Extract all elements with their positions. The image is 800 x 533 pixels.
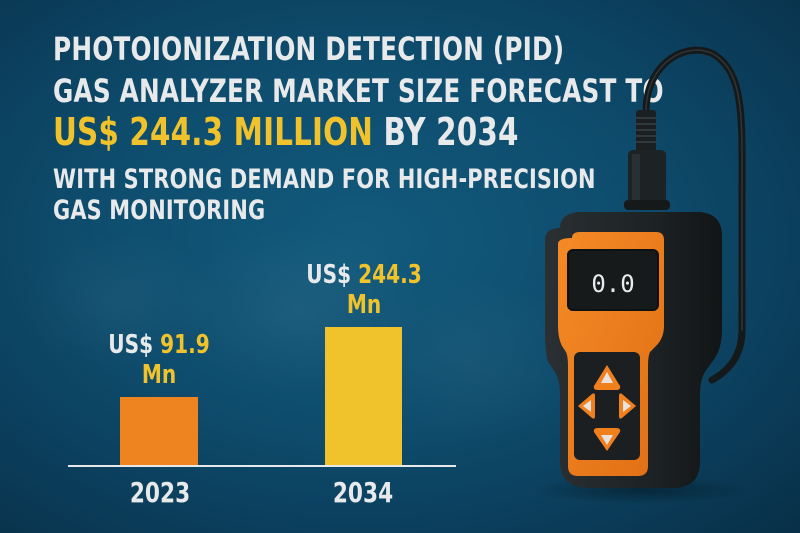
x-axis-line [68,465,456,467]
x-tick-2034: 2034 [332,476,394,509]
bar-2034 [325,327,402,466]
up-arrow-icon [601,372,613,383]
bar-label-2023: US$ 91.9 Mn [101,330,216,390]
device-display [567,249,659,311]
cable-connector [624,110,670,210]
keypad-right-button[interactable] [619,393,636,419]
bar-label-value: 91.9 [160,330,210,360]
bar-label-2034: US$ 244.3 Mn [293,260,434,320]
down-arrow-icon [601,435,613,445]
bar-label-unit: Mn [141,360,177,390]
probe-cable [642,46,746,384]
left-arrow-icon [583,400,591,412]
subheadline-line-2: GAS MONITORING [53,195,266,226]
device-keypad [574,352,640,460]
bar-label-currency: US$ [306,260,359,290]
headline-line-1: PHOTOIONIZATION DETECTION (PID) [53,30,565,68]
headline-market-value: US$ 244.3 MILLION [53,110,374,154]
headline-target-year: BY 2034 [373,110,519,154]
x-tick-2023: 2023 [129,476,191,509]
bar-label-value: 244.3 [358,260,422,290]
headline-line-3: US$ 244.3 MILLION BY 2034 [53,110,519,154]
bar-label-currency: US$ [108,330,161,360]
keypad-left-button[interactable] [578,393,595,419]
keypad-down-button[interactable] [593,428,621,451]
bar-label-unit: Mn [346,290,382,320]
headline-line-2: GAS ANALYZER MARKET SIZE FORECAST TO [53,72,664,110]
device-display-reading: 0.0 [591,270,634,298]
subheadline-line-1: WITH STRONG DEMAND FOR HIGH-PRECISION [53,164,596,195]
right-arrow-icon [623,400,631,412]
keypad-up-button[interactable] [593,365,621,390]
bar-2023 [120,397,198,466]
